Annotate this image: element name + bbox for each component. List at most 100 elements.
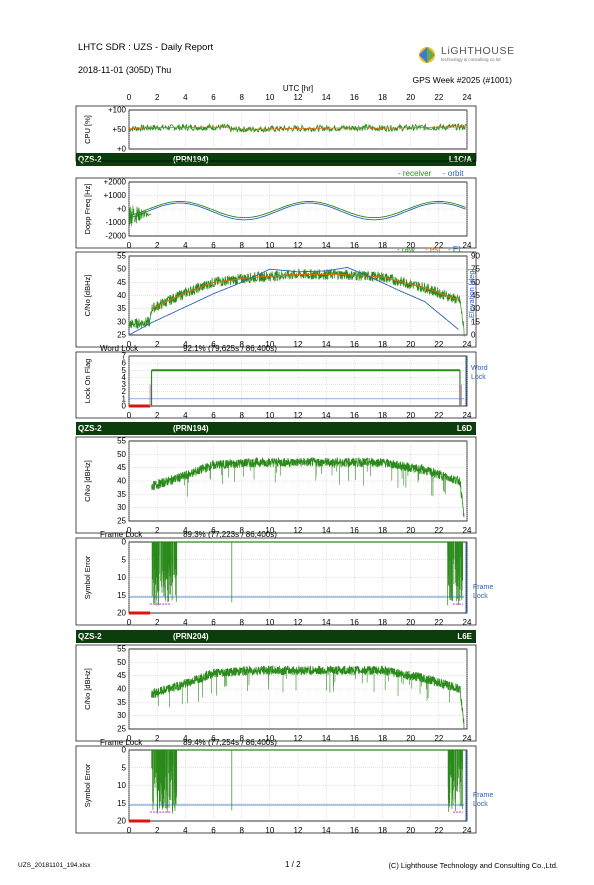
x-tick-label: 16 bbox=[350, 826, 359, 835]
x-tick-label: 4 bbox=[183, 734, 188, 743]
receiver-noise-line bbox=[128, 205, 152, 227]
y-tick-label: +50 bbox=[112, 125, 126, 134]
x-tick-label: 20 bbox=[406, 618, 415, 627]
x-tick-label: 6 bbox=[211, 340, 216, 349]
x-tick-label: 22 bbox=[434, 340, 443, 349]
x-tick-label: 20 bbox=[406, 241, 415, 250]
x-tick-label: 6 bbox=[211, 241, 216, 250]
x-tick-label: 20 bbox=[406, 526, 415, 535]
x-tick-label: 6 bbox=[211, 618, 216, 627]
x-tick-label: 8 bbox=[239, 618, 244, 627]
legend-orbit: - orbit bbox=[443, 169, 464, 178]
x-tick-label: 8 bbox=[239, 734, 244, 743]
x-tick-label: 16 bbox=[350, 734, 359, 743]
x-tick-label: 18 bbox=[378, 93, 387, 102]
y-tick-label: 15 bbox=[117, 799, 126, 808]
panel-frame bbox=[75, 644, 477, 742]
x-tick-label: 14 bbox=[322, 340, 331, 349]
y-tick-label: 40 bbox=[117, 291, 126, 300]
x-tick-label: 2 bbox=[155, 340, 160, 349]
x-tick-label: 2 bbox=[155, 411, 160, 420]
x-tick-label: 8 bbox=[239, 826, 244, 835]
logo-sub: technology & consulting co.ltd bbox=[441, 57, 501, 62]
y-tick-label: 50 bbox=[117, 658, 126, 667]
x-tick-label: 16 bbox=[350, 93, 359, 102]
cpu-series-line bbox=[128, 122, 468, 133]
x-tick-label: 12 bbox=[294, 734, 303, 743]
x-tick-label: 0 bbox=[127, 93, 132, 102]
legend-el: - EL bbox=[448, 245, 463, 254]
lock-ratio-annotation: 89.4% (77,254s / 86,400s) bbox=[183, 738, 277, 747]
y-tick-label: 5 bbox=[122, 763, 127, 772]
x-tick-label: 10 bbox=[265, 241, 274, 250]
y2-tick-label: 15 bbox=[471, 317, 480, 326]
lock-ratio-annotation: 92.1% (79,625s / 86,400s) bbox=[183, 344, 277, 353]
orbit-series-line bbox=[128, 202, 466, 221]
est-series-line bbox=[151, 273, 459, 310]
y-tick-label: -1000 bbox=[106, 218, 127, 227]
y-tick-label: +2000 bbox=[104, 178, 127, 187]
y2-tick-label: 60 bbox=[471, 278, 480, 287]
y-tick-label: 30 bbox=[117, 711, 126, 720]
report-title: LHTC SDR : UZS - Daily Report bbox=[78, 42, 214, 53]
legend-word-lock-2: Lock bbox=[471, 374, 486, 381]
x-tick-label: 12 bbox=[294, 411, 303, 420]
legend-raw: - raw bbox=[397, 245, 415, 254]
x-tick-label: 8 bbox=[239, 526, 244, 535]
x-tick-label: 18 bbox=[378, 734, 387, 743]
x-tick-label: 20 bbox=[406, 734, 415, 743]
x-tick-label: 16 bbox=[350, 340, 359, 349]
panel-frame bbox=[75, 351, 477, 419]
y-tick-label: 25 bbox=[117, 331, 126, 340]
x-tick-label: 10 bbox=[265, 411, 274, 420]
x-tick-label: 20 bbox=[406, 411, 415, 420]
x-tick-label: 24 bbox=[463, 340, 472, 349]
section-sat: QZS-2 bbox=[78, 423, 102, 433]
x-tick-label: 4 bbox=[183, 526, 188, 535]
panel-frame bbox=[75, 177, 477, 249]
y-tick-label: 7 bbox=[122, 352, 127, 361]
x-tick-label: 22 bbox=[434, 411, 443, 420]
y-tick-label: 0 bbox=[122, 538, 127, 547]
x-tick-label: 2 bbox=[155, 734, 160, 743]
x-tick-label: 22 bbox=[434, 93, 443, 102]
y-tick-label: 55 bbox=[117, 252, 126, 261]
y-tick-label: 50 bbox=[117, 450, 126, 459]
y-tick-label: 10 bbox=[117, 573, 126, 582]
y-tick-label: 45 bbox=[117, 671, 126, 680]
x-tick-label: 12 bbox=[294, 340, 303, 349]
y-tick-label: 35 bbox=[117, 490, 126, 499]
y-tick-label: 3 bbox=[122, 380, 127, 389]
x-tick-label: 6 bbox=[211, 93, 216, 102]
footer-file: UZS_20181101_194.xlsx bbox=[18, 862, 91, 869]
x-tick-label: 16 bbox=[350, 526, 359, 535]
x-tick-label: 24 bbox=[463, 241, 472, 250]
x-tick-label: 10 bbox=[265, 526, 274, 535]
y-tick-label: 55 bbox=[117, 645, 126, 654]
x-tick-label: 6 bbox=[211, 411, 216, 420]
cno-series-line bbox=[151, 456, 465, 518]
x-tick-label: 0 bbox=[127, 826, 132, 835]
y-tick-label: 5 bbox=[122, 366, 127, 375]
y-tick-label: 15 bbox=[117, 591, 126, 600]
legend-est: - est bbox=[425, 245, 441, 254]
x-tick-label: 24 bbox=[463, 618, 472, 627]
x-tick-label: 2 bbox=[155, 826, 160, 835]
x-tick-label: 0 bbox=[127, 526, 132, 535]
x-tick-label: 22 bbox=[434, 734, 443, 743]
section-bar-l6d: QZS-2 (PRN194) L6D bbox=[76, 422, 476, 435]
x-tick-label: 0 bbox=[127, 241, 132, 250]
x-tick-label: 18 bbox=[378, 826, 387, 835]
footer-copyright: (C) Lighthouse Technology and Consulting… bbox=[388, 861, 558, 870]
panel-frame bbox=[75, 251, 477, 348]
x-tick-label: 16 bbox=[350, 411, 359, 420]
section-sat: QZS-2 bbox=[78, 154, 102, 164]
y-tick-label: 0 bbox=[122, 402, 127, 411]
x-tick-label: 20 bbox=[406, 93, 415, 102]
x-tick-label: 24 bbox=[463, 826, 472, 835]
y-tick-label: -2000 bbox=[106, 232, 127, 241]
y-axis-label: Dopp Freq [Hz] bbox=[83, 184, 92, 235]
panel-frame bbox=[75, 745, 477, 834]
x-tick-label: 20 bbox=[406, 340, 415, 349]
x-tick-label: 12 bbox=[294, 526, 303, 535]
